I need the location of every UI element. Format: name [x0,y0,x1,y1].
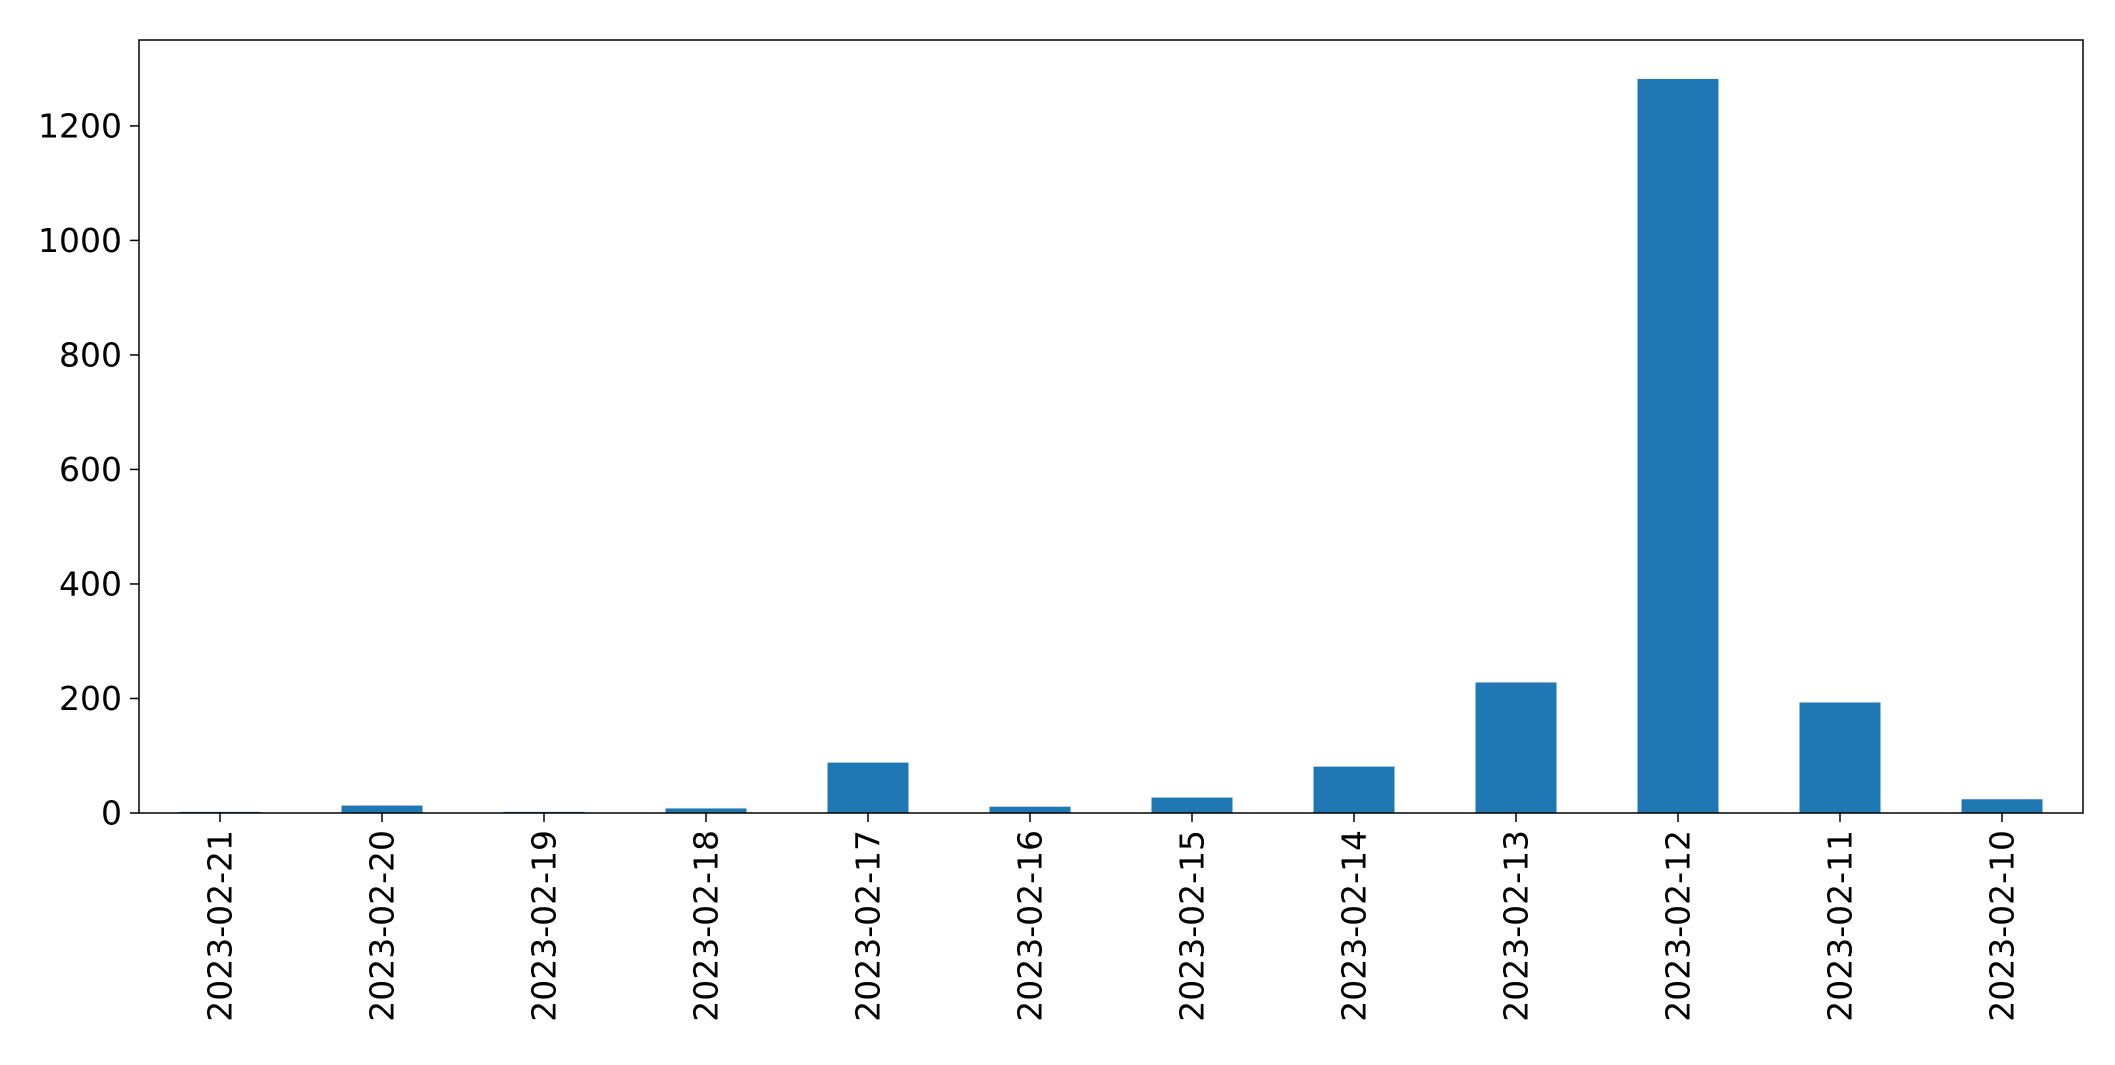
x-tick-label: 2023-02-13 [1497,830,1536,1022]
x-tick-label: 2023-02-20 [363,830,402,1022]
plot-area-frame [138,39,2084,814]
x-tick-label: 2023-02-21 [201,830,240,1022]
y-tick-label: 0 [101,794,122,833]
bar-2023-02-13 [1475,682,1557,813]
x-tick-label: 2023-02-14 [1335,830,1374,1022]
bar-2023-02-15 [1151,797,1233,813]
y-tick-label: 1000 [38,221,122,260]
bar-2023-02-12 [1637,78,1719,814]
bar-2023-02-18 [665,808,747,813]
y-tick-label: 800 [59,335,122,374]
bar-2023-02-17 [827,762,909,813]
y-tick-label: 1200 [38,106,122,145]
bar-2023-02-20 [341,805,423,813]
x-axis: 2023-02-21 2023-02-20 2023-02-19 2023-02-18… [201,813,2022,1022]
bar-2023-02-16 [989,806,1071,813]
bar-2023-02-14 [1313,766,1395,813]
y-axis: 0 200 400 600 800 1000 1200 [38,106,139,833]
y-tick-label: 600 [59,450,122,489]
bar-2023-02-10 [1961,799,2043,813]
y-tick-label: 200 [59,679,122,718]
x-tick-label: 2023-02-12 [1659,830,1698,1022]
x-tick-label: 2023-02-17 [849,830,888,1022]
bars-layer [179,78,2043,814]
x-tick-label: 2023-02-10 [1983,830,2022,1022]
y-tick-label: 400 [59,564,122,603]
x-tick-label: 2023-02-19 [525,830,564,1022]
x-tick-label: 2023-02-15 [1173,830,1212,1022]
bar-2023-02-11 [1799,702,1881,813]
x-tick-label: 2023-02-11 [1821,830,1860,1022]
x-tick-label: 2023-02-16 [1011,830,1050,1022]
x-tick-label: 2023-02-18 [687,830,726,1022]
